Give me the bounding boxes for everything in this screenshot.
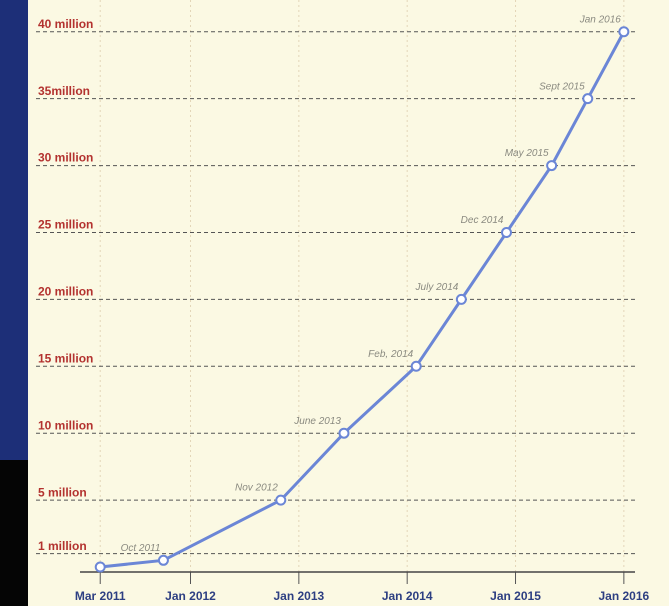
series-line [100, 31, 626, 569]
y-tick-label: 35million [38, 84, 90, 98]
left-strip [0, 0, 28, 460]
data-point [338, 427, 350, 439]
data-point [410, 360, 422, 372]
y-tick-label: 1 million [38, 539, 87, 553]
y-tick-label: 15 million [38, 351, 93, 365]
data-point [618, 26, 630, 38]
y-tick-label: 10 million [38, 418, 93, 432]
y-tick-label: 25 million [38, 218, 93, 232]
x-tick-label: Jan 2013 [273, 589, 324, 603]
data-point [582, 93, 594, 105]
data-point [157, 554, 169, 566]
data-point [546, 160, 558, 172]
point-label: Nov 2012 [235, 483, 278, 494]
x-tick-label: Mar 2011 [75, 589, 126, 603]
point-label: May 2015 [505, 148, 549, 159]
left-strip-dark [0, 460, 28, 606]
y-tick-label: 5 million [38, 485, 87, 499]
data-point [455, 293, 467, 305]
y-tick-label: 30 million [38, 151, 93, 165]
x-tick-label: Jan 2014 [382, 589, 433, 603]
x-tick-label: Jan 2016 [598, 589, 649, 603]
chart-background [28, 0, 669, 606]
point-label: June 2013 [293, 416, 341, 427]
data-point [94, 561, 106, 573]
point-label: Dec 2014 [461, 215, 504, 226]
point-label: Jan 2016 [579, 14, 622, 25]
x-tick-label: Jan 2015 [490, 589, 541, 603]
point-label: Feb, 2014 [368, 349, 413, 360]
point-label: Oct 2011 [121, 543, 161, 554]
y-tick-label: 40 million [38, 17, 93, 31]
data-point [275, 494, 287, 506]
y-tick-label: 20 million [38, 285, 93, 299]
x-tick-label: Jan 2012 [165, 589, 216, 603]
point-label: July 2014 [415, 282, 459, 293]
data-point [500, 226, 512, 238]
point-label: Sept 2015 [539, 81, 585, 92]
